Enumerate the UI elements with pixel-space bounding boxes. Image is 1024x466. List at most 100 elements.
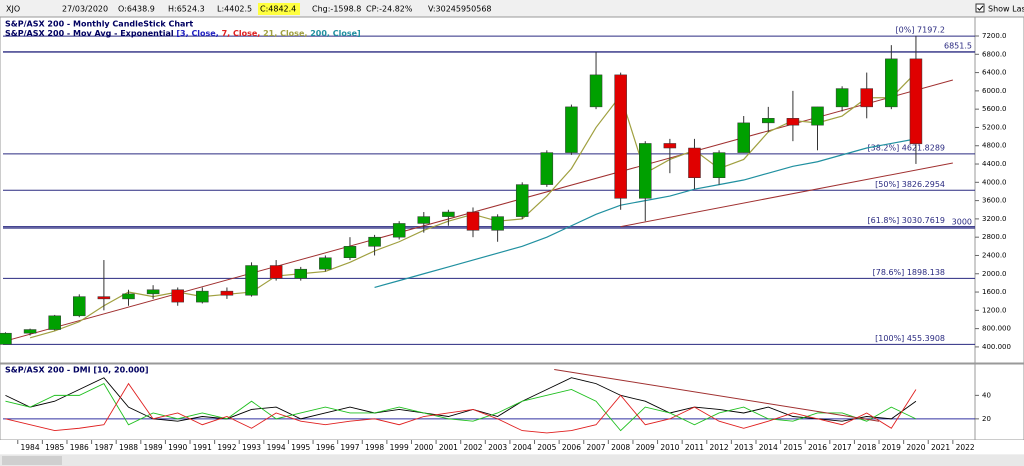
x-tick-label: 2002 [463,443,482,452]
y-tick-label: 800.000 [982,325,1011,333]
candle-body [466,211,480,231]
x-tick-label: 1993 [242,443,261,452]
candle-body [294,268,308,279]
candle-body [515,184,529,217]
candle-body [269,265,283,279]
fib-label: [78.6%] 1898.138 [873,268,945,277]
x-tick-label: 1989 [144,443,163,452]
x-tick-label: 1994 [267,443,286,452]
x-tick-label: 2011 [685,443,704,452]
show-last[interactable]: Show Last [988,5,1024,14]
dmi-line [5,377,917,422]
candle-body [343,246,357,259]
x-tick-label: 1996 [316,443,335,452]
candle-body [589,74,603,108]
candle-body [368,236,381,247]
x-tick-label: 2021 [931,443,950,452]
x-tick-label: 2022 [956,443,975,452]
trend-line [554,369,880,422]
marked-label: 6851.5 [944,41,972,50]
legend-part: S&P/ASX 200 - Mov Avg - Exponential [5,29,174,38]
dmi-line [5,382,917,434]
y-tick-label: 2800.0 [982,233,1007,241]
candle-body [146,289,160,295]
x-tick-label: 2016 [808,443,827,452]
open: O:6438.9 [118,5,155,14]
candle-body [712,152,726,178]
x-tick-label: 2014 [759,443,778,452]
y-tick-label: 4800.0 [982,142,1007,150]
candle-body [811,106,824,126]
candle-body [663,143,677,149]
x-tick-label: 2017 [833,443,852,452]
marked-label: 3000 [952,218,972,227]
checkmark [977,5,984,11]
x-tick-label: 2006 [562,443,581,452]
x-tick-label: 2010 [660,443,679,452]
candle-body [171,289,184,303]
candle-body [737,122,750,153]
dmi-panel [0,363,1024,441]
close: C:4842.4 [260,5,296,14]
checkbox[interactable] [975,3,985,13]
trend-line [620,162,953,228]
change: Chg:-1598.8 [312,5,361,14]
y-tick-label: 2000.0 [982,270,1007,278]
x-tick-label: 2015 [783,443,802,452]
x-tick-label: 1985 [45,443,64,452]
y-tick-label: 1200.0 [982,306,1007,314]
y-tick-label: 3200.0 [982,215,1007,223]
candle-body [97,296,111,300]
fib-label: [38.2%] 4621.8289 [868,143,945,152]
candle-body [0,332,12,345]
y-tick-label: 400.000 [982,343,1011,351]
x-tick-label: 2013 [734,443,753,452]
x-tick-label: 2012 [710,443,729,452]
y-tick-label: 1600.0 [982,288,1007,296]
close-highlight [258,3,300,15]
x-tick-label: 1988 [119,443,138,452]
high: H:6524.3 [168,5,205,14]
x-tick-label: 2005 [537,443,556,452]
y-tick-label: 4000.0 [982,178,1007,186]
fib-label: [50%] 3826.2954 [875,180,945,189]
x-tick-label: 1998 [365,443,384,452]
fib-label: [100%] 455.3908 [875,334,945,343]
y-tick-label: 20 [982,415,991,423]
candle-body [565,106,578,153]
legend-part: 7, Close, [222,29,261,38]
low: L:4402.5 [217,5,252,14]
x-tick-label: 2020 [906,443,925,452]
y-tick-label: 7200.0 [982,32,1007,40]
candle-body [23,329,37,334]
x-tick-label: 2007 [586,443,605,452]
x-tick-label: 2019 [882,443,901,452]
candle-body [392,223,406,238]
date: 27/03/2020 [62,5,108,14]
scroll-thumb[interactable] [2,456,62,465]
legend-part: 21, Close, [263,29,307,38]
x-axis-strip [0,440,1024,454]
x-tick-label: 2004 [513,443,532,452]
candle-body [762,118,775,124]
x-tick-label: 2000 [414,443,433,452]
candle-body [786,118,800,126]
legend-part: 200, Close] [310,29,360,38]
x-tick-label: 1984 [21,443,40,452]
y-tick-label: 40 [982,391,991,399]
x-tick-label: 2008 [611,443,630,452]
candle-body [614,74,627,199]
dmi-line [5,383,917,432]
scrollbar[interactable] [0,455,1024,466]
volume: V:30245950568 [428,5,492,14]
candle-body [860,88,873,108]
y-tick-label: 5200.0 [982,123,1007,131]
x-tick-label: 1997 [340,443,359,452]
y-tick-label: 6800.0 [982,50,1007,58]
candle-body [639,143,652,199]
candle-body [835,88,849,108]
candle-body [909,58,923,145]
y-tick-label: 2400.0 [982,251,1007,259]
candle-body [48,315,61,330]
